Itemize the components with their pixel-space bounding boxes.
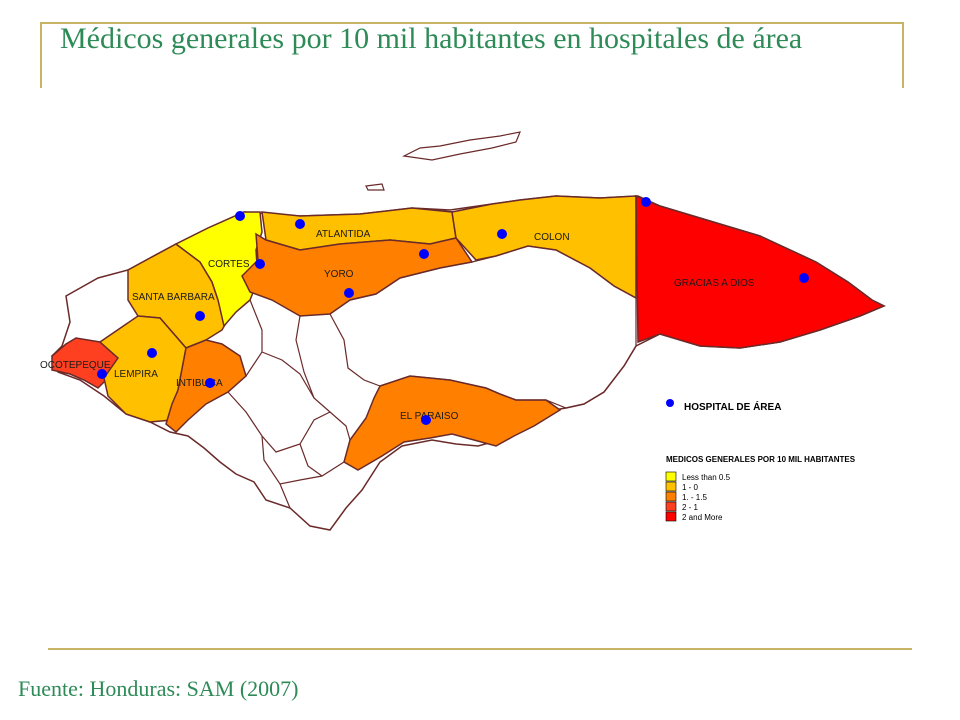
hospital-marker <box>195 311 205 321</box>
hospital-marker <box>295 219 305 229</box>
legend-swatch-1-0 <box>665 481 677 492</box>
frame-left-line <box>40 22 42 88</box>
frame-bottom-line <box>48 648 912 650</box>
legend-swatch-2plus <box>665 511 677 522</box>
legend-hospital-label: HOSPITAL DE ÁREA <box>684 400 781 413</box>
hospital-marker <box>419 249 429 259</box>
source-note: Fuente: Honduras: SAM (2007) <box>18 676 299 701</box>
hospital-marker <box>235 211 245 221</box>
label-intibuca: INTIBUCA <box>176 378 223 389</box>
hospital-marker <box>421 415 431 425</box>
legend-title: MEDICOS GENERALES POR 10 MIL HABITANTES <box>666 455 856 464</box>
label-gracias-a-dios: GRACIAS A DIOS <box>674 278 755 289</box>
label-cortes: CORTES <box>208 259 250 270</box>
hospital-marker <box>205 378 215 388</box>
hospital-marker <box>497 229 507 239</box>
border-la-paz <box>227 391 331 453</box>
hospital-markers <box>97 197 809 425</box>
legend-label-1-15: 1. - 1.5 <box>682 493 707 502</box>
border-valle-choluteca <box>261 435 345 509</box>
map-legend: HOSPITAL DE ÁREA MEDICOS GENERALES POR 1… <box>665 399 856 522</box>
region-gracias-a-dios <box>635 194 886 349</box>
hospital-marker <box>147 348 157 358</box>
internal-borders <box>227 131 637 509</box>
label-lempira: LEMPIRA <box>114 369 158 380</box>
legend-swatch-1-15 <box>665 491 677 502</box>
border-comayagua <box>245 299 315 399</box>
legend-label-2-1: 2 - 1 <box>682 503 699 512</box>
hospital-marker <box>344 288 354 298</box>
legend-swatch-lt05 <box>665 471 677 482</box>
label-colon: COLON <box>534 232 570 243</box>
slide-title: Médicos generales por 10 mil habitantes … <box>60 22 803 55</box>
hospital-marker <box>641 197 651 207</box>
border-olancho <box>349 245 637 409</box>
frame-top-line <box>40 22 904 24</box>
legend-hospital-icon <box>666 399 674 407</box>
label-santa-barbara: SANTA BARBARA <box>132 292 215 303</box>
hospital-marker <box>255 259 265 269</box>
hospital-marker <box>97 369 107 379</box>
legend-label-2plus: 2 and More <box>682 513 723 522</box>
label-ocotepeque: OCOTEPEQUE <box>40 360 111 371</box>
legend-label-1-0: 1 - 0 <box>682 483 699 492</box>
legend-label-lt05: Less than 0.5 <box>682 473 731 482</box>
label-atlantida: ATLANTIDA <box>316 229 371 240</box>
frame-right-line <box>902 22 904 88</box>
border-north-islands <box>365 131 521 191</box>
label-yoro: YORO <box>324 269 354 280</box>
legend-swatch-2-1 <box>665 501 677 512</box>
hospital-marker <box>799 273 809 283</box>
